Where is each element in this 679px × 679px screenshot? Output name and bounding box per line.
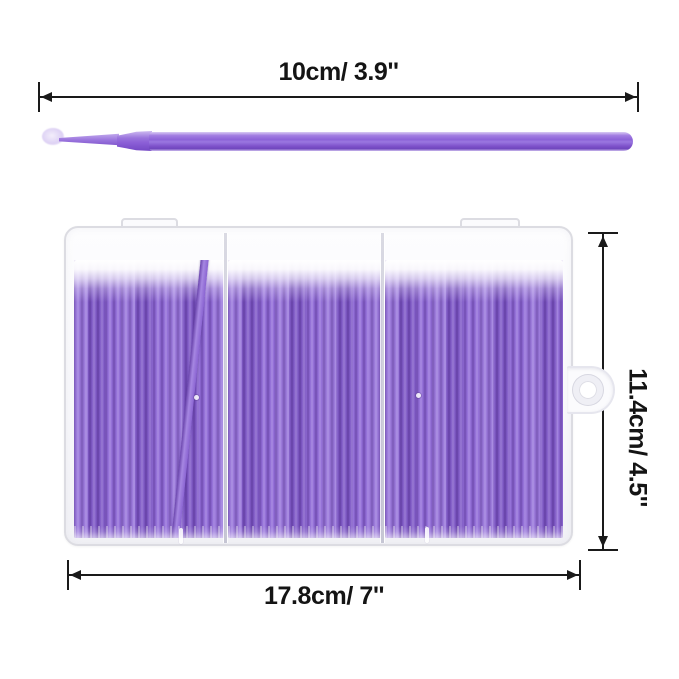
dimension-end-cap [588, 549, 618, 551]
compartment-divider [224, 233, 227, 543]
box-compartment [74, 260, 225, 538]
brush-collar [117, 131, 152, 151]
arrow-right-icon [625, 92, 636, 102]
box-latch-tab [567, 366, 615, 414]
dimension-end-cap [588, 232, 618, 234]
dimension-end-cap [38, 82, 40, 112]
arrow-left-icon [70, 570, 81, 580]
compartment-divider [381, 233, 384, 543]
storage-box [64, 226, 573, 546]
dimension-line [68, 574, 580, 576]
arrow-right-icon [567, 570, 578, 580]
divider-notch [425, 527, 429, 543]
dimension-end-cap [67, 560, 69, 590]
brush-neck [59, 133, 119, 146]
arrow-left-icon [41, 92, 52, 102]
box-height-label: 11.4cm/ 4.5'' [623, 368, 652, 507]
brush-handle [149, 132, 633, 151]
box-compartment [385, 260, 563, 538]
brush-length-label: 10cm/ 3.9'' [278, 58, 399, 86]
latch-hole [573, 375, 603, 405]
dimension-line [39, 96, 638, 98]
arrow-down-icon [598, 536, 608, 547]
dimension-end-cap [637, 82, 639, 112]
arrow-up-icon [598, 236, 608, 247]
tilted-brush [170, 260, 210, 538]
divider-notch [179, 528, 183, 544]
box-width-label: 17.8cm/ 7'' [263, 582, 385, 610]
box-compartment [228, 260, 382, 538]
mold-pin-mark [416, 393, 421, 398]
dimension-end-cap [579, 560, 581, 590]
brush-fiber-tip [42, 128, 64, 145]
mold-pin-mark [194, 395, 199, 400]
